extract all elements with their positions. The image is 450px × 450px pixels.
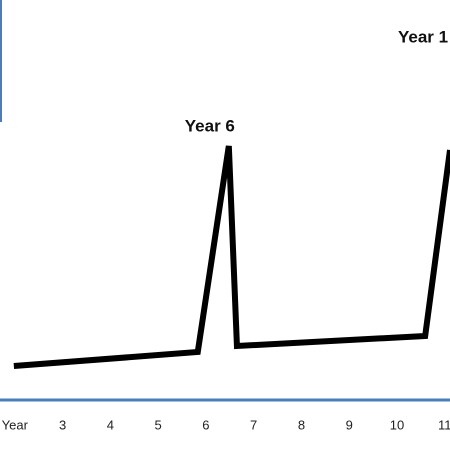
x-tick-label: 4	[107, 417, 114, 432]
x-tick-label: 5	[155, 417, 162, 432]
annotation: Year 1	[398, 27, 448, 46]
annotation: Year 6	[185, 116, 235, 135]
frame-edge	[0, 0, 2, 122]
x-tick-label: 11	[438, 417, 450, 432]
x-tick-label: 3	[59, 417, 66, 432]
x-tick-label: Year	[2, 417, 29, 432]
x-tick-label: 9	[346, 417, 353, 432]
x-tick-label: 7	[250, 417, 257, 432]
data-line	[13, 145, 450, 369]
x-tick-label: 10	[390, 417, 404, 432]
x-tick-label: 6	[202, 417, 209, 432]
x-tick-label: 8	[298, 417, 305, 432]
